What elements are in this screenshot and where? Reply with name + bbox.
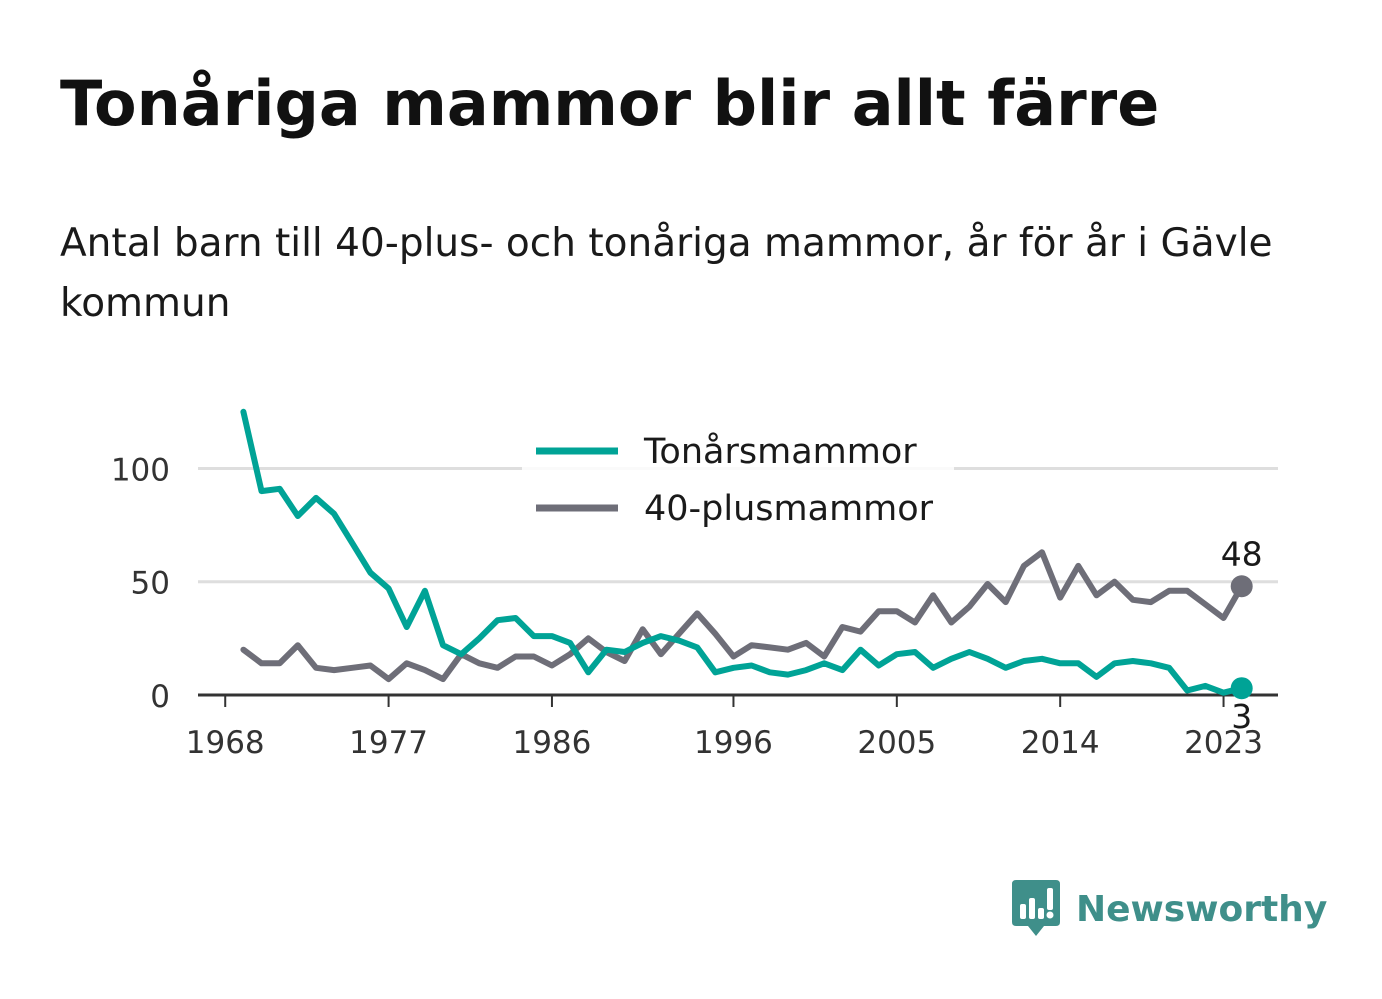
- x-tick-label: 2023: [1184, 725, 1263, 761]
- x-tick-label: 2014: [1021, 725, 1100, 761]
- legend-label: 40-plusmammor: [644, 489, 934, 529]
- brand-name: Newsworthy: [1076, 888, 1328, 930]
- x-tick-label: 1996: [694, 725, 773, 761]
- legend: Tonårsmammor 40-plusmammor: [522, 425, 954, 537]
- legend-background: [522, 425, 954, 537]
- y-tick-label: 100: [111, 452, 170, 488]
- x-tick-label: 2005: [857, 725, 936, 761]
- end-point-marker: [1230, 575, 1253, 598]
- end-value-label: 3: [1231, 697, 1252, 736]
- series-line-tonarsmammor: [240, 408, 1245, 696]
- end-point-marker: [1230, 677, 1253, 700]
- x-tick-label: 1986: [512, 725, 591, 761]
- series-line-40-plusmammor: [240, 549, 1245, 683]
- chart-title: Tonåriga mammor blir allt färre: [60, 67, 1160, 140]
- legend-label: Tonårsmammor: [643, 431, 917, 472]
- y-axis: 0 50 100: [111, 452, 170, 715]
- series-lines: [240, 408, 1245, 696]
- newsworthy-logo: Newsworthy: [1010, 878, 1327, 940]
- y-tick-label: 50: [131, 566, 170, 602]
- x-tick-label: 1968: [186, 725, 265, 761]
- end-annotations: 48 3: [1221, 534, 1263, 736]
- end-value-label: 48: [1221, 534, 1263, 573]
- x-axis: 1968 1977 1986 1996 2005 2014 2023: [186, 693, 1278, 761]
- y-tick-label: 0: [150, 679, 170, 715]
- chart-subtitle: Antal barn till 40-plus- och tonåriga ma…: [60, 221, 1273, 326]
- bar-chart-speech-bubble-icon: [1012, 880, 1060, 936]
- x-tick-label: 1977: [349, 725, 428, 761]
